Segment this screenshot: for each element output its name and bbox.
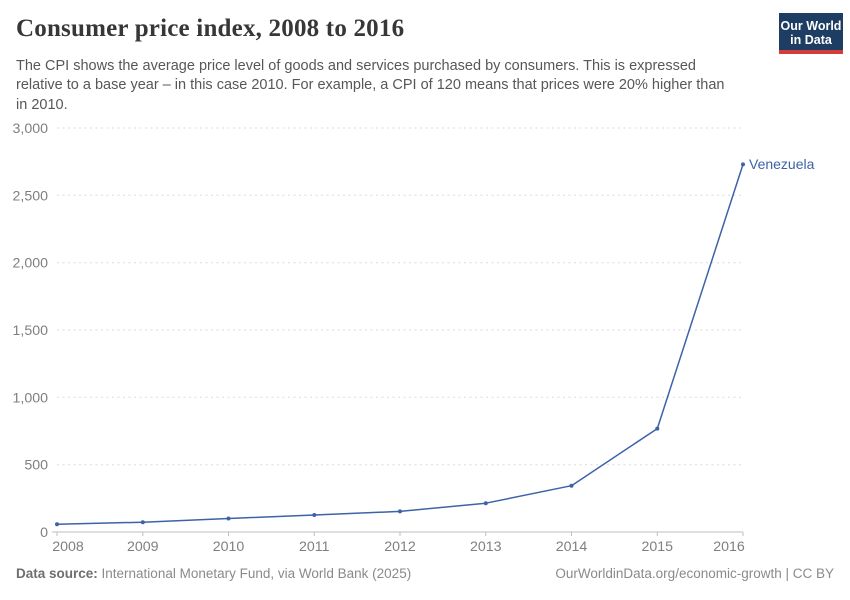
subtitle-line: The CPI shows the average price level of… <box>16 58 696 74</box>
y-axis-tick-label: 0 <box>40 525 48 541</box>
datasource-note: Data source: International Monetary Fund… <box>16 566 411 581</box>
data-point <box>655 426 660 431</box>
data-point <box>741 162 745 167</box>
datasource-label: Data source: <box>16 566 98 581</box>
line-chart-canvas: 0 500 1,000 1,500 2,000 2,500 3,000 2008 2009 201… <box>12 121 815 555</box>
data-point <box>140 520 145 525</box>
y-axis-tick-label: 2,500 <box>12 188 48 204</box>
data-point <box>226 516 231 521</box>
x-axis-tick-label: 2008 <box>52 539 84 555</box>
datasource-text: International Monetary Fund, via World B… <box>97 566 412 581</box>
x-axis-tick-label: 2014 <box>556 539 588 555</box>
data-line-venezuela <box>56 163 744 526</box>
credit-link[interactable]: OurWorldinData.org/economic-growth | CC … <box>555 566 834 581</box>
chart-title: Consumer price index, 2008 to 2016 <box>16 15 405 42</box>
owid-logo-line1: Our World <box>780 19 842 33</box>
data-point <box>55 522 59 527</box>
y-axis-tick-label: 1,000 <box>12 390 48 406</box>
data-point <box>312 513 317 517</box>
x-axis-tick-label: 2009 <box>127 539 159 555</box>
data-point <box>398 509 402 514</box>
y-axis-tick-label: 1,500 <box>12 323 48 339</box>
owid-logo[interactable]: Our World in Data <box>779 13 843 54</box>
chart-subtitle: The CPI shows the average price level of… <box>16 57 724 115</box>
x-axis-tick-label: 2015 <box>642 539 674 555</box>
y-axis-tick-label: 500 <box>24 458 48 474</box>
x-axis-tick-label: 2016 <box>713 539 745 555</box>
subtitle-line: relative to a base year – in this case 2… <box>16 77 725 94</box>
y-axis-tick-label: 3,000 <box>12 121 48 137</box>
x-axis-tick-label: 2011 <box>299 539 330 555</box>
y-axis-tick-label: 2,000 <box>12 256 48 272</box>
data-point <box>483 501 488 506</box>
subtitle-line: in 2010. <box>16 96 68 113</box>
x-axis-tick-label: 2010 <box>213 539 245 555</box>
x-axis-tick-label: 2013 <box>470 539 502 555</box>
data-point <box>569 483 574 488</box>
x-axis-tick-label: 2012 <box>384 539 416 555</box>
series-label-venezuela: Venezuela <box>749 156 815 172</box>
owid-logo-line2: in Data <box>790 33 832 47</box>
